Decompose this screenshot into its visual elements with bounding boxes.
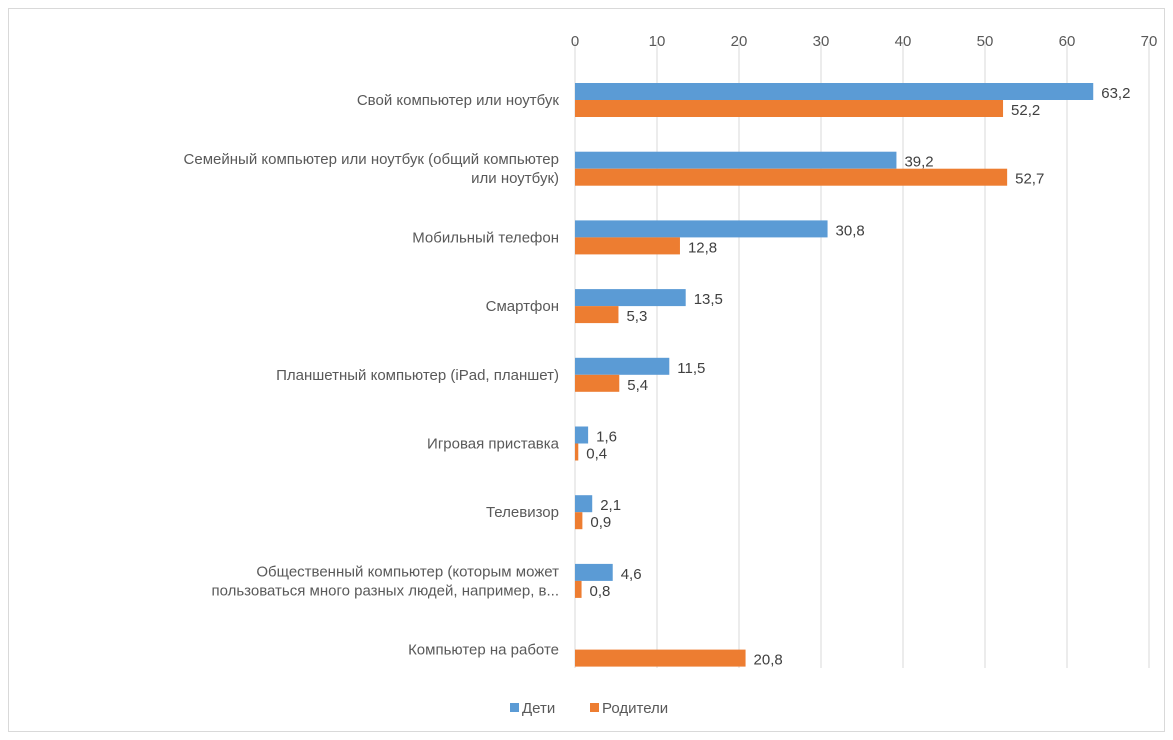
legend-swatch	[590, 703, 599, 712]
data-label: 39,2	[904, 154, 933, 171]
x-tick-label: 70	[1141, 33, 1158, 50]
category-label: пользоваться много разных людей, наприме…	[211, 582, 559, 599]
data-label: 0,8	[590, 583, 611, 600]
bar-parents	[575, 374, 620, 392]
bar-parents	[575, 580, 582, 598]
legend-label: Родители	[602, 700, 668, 717]
category-label: Мобильный телефон	[412, 229, 559, 246]
legend-label: Дети	[522, 700, 555, 717]
bar-children	[575, 289, 686, 307]
category-label: Игровая приставка	[427, 436, 560, 453]
category-label: Компьютер на работе	[408, 642, 559, 659]
bar-children	[575, 495, 593, 513]
data-label: 52,2	[1011, 102, 1040, 119]
data-label: 1,6	[596, 429, 617, 446]
data-label: 20,8	[754, 652, 783, 669]
data-label: 0,4	[586, 446, 607, 463]
bar-parents	[575, 512, 583, 530]
data-label: 2,1	[600, 497, 621, 514]
x-tick-label: 40	[895, 33, 912, 50]
x-tick-label: 50	[977, 33, 994, 50]
data-label: 63,2	[1101, 85, 1130, 102]
data-label: 12,8	[688, 239, 717, 256]
data-label: 4,6	[621, 566, 642, 583]
data-label: 0,9	[590, 514, 611, 531]
data-label: 5,4	[627, 377, 648, 394]
x-tick-label: 20	[731, 33, 748, 50]
x-tick-label: 30	[813, 33, 830, 50]
category-label: Телевизор	[486, 504, 559, 521]
data-label: 52,7	[1015, 171, 1044, 188]
x-tick-label: 0	[571, 33, 579, 50]
bar-parents	[575, 100, 1004, 117]
data-label: 5,3	[626, 308, 647, 325]
bar-parents	[575, 649, 746, 667]
bar-children	[575, 151, 897, 169]
data-label: 30,8	[836, 222, 865, 239]
category-label: Смартфон	[486, 298, 559, 315]
bar-parents	[575, 168, 1008, 186]
data-label: 11,5	[677, 360, 705, 377]
bar-parents	[575, 237, 680, 255]
category-label: Свой компьютер или ноутбук	[357, 92, 560, 109]
bar-parents	[575, 306, 619, 324]
x-tick-label: 60	[1059, 33, 1076, 50]
bar-children	[575, 357, 670, 375]
bar-children	[575, 220, 828, 238]
category-label: Семейный компьютер или ноутбук (общий ко…	[184, 151, 559, 168]
bar-parents	[575, 443, 579, 461]
bar-children	[575, 83, 1094, 100]
data-label: 13,5	[694, 291, 723, 308]
legend-swatch	[510, 703, 519, 712]
bar-children	[575, 563, 613, 581]
x-tick-label: 10	[649, 33, 666, 50]
category-label: Общественный компьютер (которым может	[256, 563, 559, 580]
category-label: Планшетный компьютер (iPad, планшет)	[276, 367, 559, 384]
bar-children	[575, 426, 589, 444]
category-label: или ноутбук)	[471, 170, 559, 187]
